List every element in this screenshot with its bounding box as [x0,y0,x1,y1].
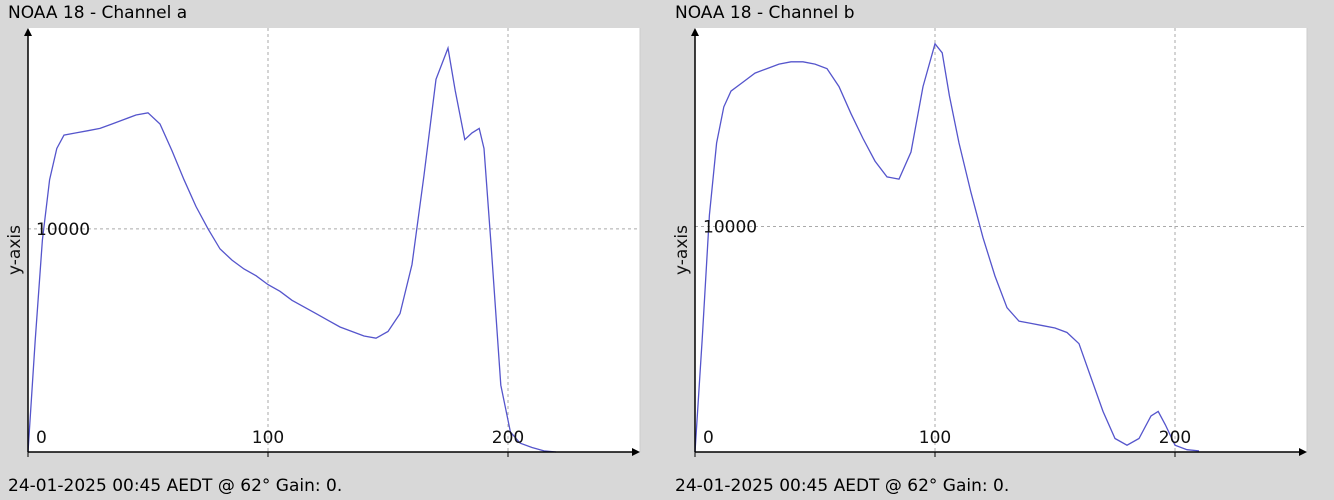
y-tick-label: 10000 [36,220,90,240]
series-line [27,45,557,453]
plot-background [695,28,1307,452]
x-axis-arrow [1299,448,1307,456]
x-tick-label: 200 [1159,428,1191,448]
series-line [694,42,1200,453]
x-tick-label: 100 [252,428,284,448]
chart-panel-channel-a: 0 100 200 10000 y-axis NOAA 18 - Channel a 2… [5,3,641,496]
chart-plot-channel-b: 0 100 200 10000 y-axis [672,28,1308,457]
chart-footer-status: 24-01-2025 00:45 AEDT @ 62° Gain: 0. [675,476,1010,496]
chart-plot-channel-a: 0 100 200 10000 y-axis [5,28,641,457]
x-axis-arrow [632,448,640,456]
y-axis-arrow [691,28,699,36]
x-tick-label: 0 [36,428,47,448]
y-axis-arrow [24,28,32,36]
y-tick-label: 10000 [703,217,757,237]
chart-title: NOAA 18 - Channel a [8,3,188,23]
chart-title: NOAA 18 - Channel b [675,3,855,23]
y-axis-label: y-axis [5,225,25,275]
y-axis-label: y-axis [672,225,692,275]
x-tick-label: 0 [703,428,714,448]
x-tick-label: 200 [492,428,524,448]
plot-background [28,28,640,452]
chart-panel-channel-b: 0 100 200 10000 y-axis NOAA 18 - Channel b 2… [667,0,1334,500]
chart-footer-status: 24-01-2025 00:45 AEDT @ 62° Gain: 0. [8,476,343,496]
x-tick-label: 100 [919,428,951,448]
